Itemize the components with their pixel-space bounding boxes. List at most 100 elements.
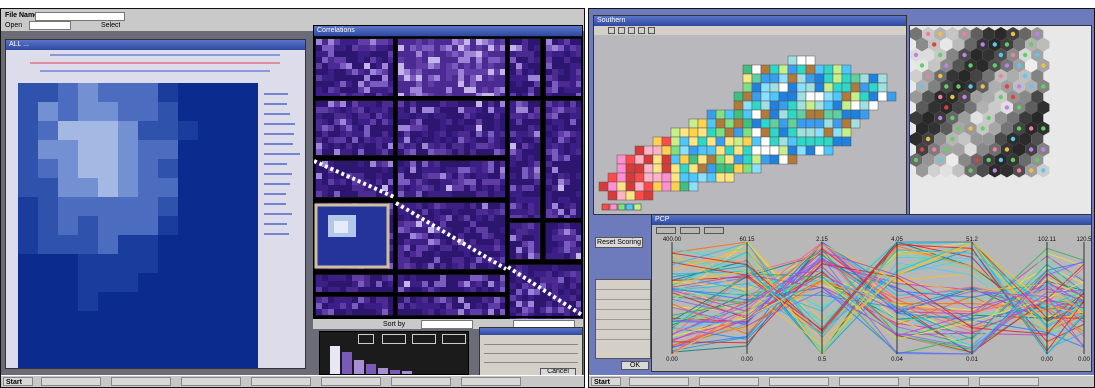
row-label-bar[interactable] [264,193,287,195]
matrix-cell [404,113,410,119]
matrix-cell [476,75,482,81]
pcp-tool-button[interactable] [680,227,700,234]
row-label-bar[interactable] [264,183,291,185]
matrix-cell [428,87,434,93]
list-ok-button[interactable]: OK [621,361,649,370]
pcp-tool-button[interactable] [704,227,724,234]
matrix-cell [494,309,500,315]
matrix-cell [528,223,534,229]
histogram-toggle-d[interactable] [442,334,466,344]
matrix-cell [316,185,322,191]
taskbar-item[interactable] [699,377,759,386]
choropleth-map[interactable] [594,36,906,214]
matrix-cell [352,81,358,87]
row-label-bar[interactable] [264,93,289,95]
heatmap-cell [198,83,218,102]
list-item[interactable] [596,290,650,300]
row-label-bar[interactable] [264,133,294,135]
taskbar-item[interactable] [839,377,899,386]
taskbar-item[interactable] [41,377,101,386]
dialog-option[interactable] [484,347,578,354]
histogram-toggle-a[interactable] [358,334,374,344]
taskbar-item[interactable] [909,377,969,386]
row-label-bar[interactable] [264,173,292,175]
row-label-bar[interactable] [264,233,290,235]
matrix-cell [528,301,534,307]
open-dropdown[interactable] [29,21,71,30]
start-button[interactable]: Start [591,377,621,386]
dialog-option[interactable] [484,338,578,345]
reset-scoring-button[interactable]: Reset Scoring [595,237,643,248]
row-label-bar[interactable] [264,213,292,215]
taskbar-item[interactable] [979,377,1039,386]
matrix-cell [388,101,394,107]
matrix-cell [576,107,582,113]
taskbar-item[interactable] [251,377,311,386]
map-region [679,163,690,174]
matrix-cell [522,137,528,143]
taskbar-item[interactable] [629,377,689,386]
histogram-toggle-c[interactable] [412,334,436,344]
matrix-cell [500,203,506,209]
file-name-field[interactable] [35,12,125,21]
row-label-bar[interactable] [264,203,287,205]
matrix-cell [558,149,564,155]
row-label-bar[interactable] [264,153,300,155]
dialog-option[interactable] [484,356,578,363]
tool-icon[interactable] [648,27,655,34]
list-item[interactable] [596,310,650,320]
row-label-bar[interactable] [264,143,293,145]
tool-icon[interactable] [618,27,625,34]
list-item[interactable] [596,280,650,290]
row-label-bar[interactable] [264,123,296,125]
heatmap[interactable] [18,83,258,368]
map-region [715,145,726,156]
histogram-toggle-b[interactable] [382,334,406,344]
som-hexagon-map[interactable] [910,26,1091,214]
pcp-tool-button[interactable] [656,227,676,234]
parallel-coordinates-plot[interactable]: 400.000.0060.150.002.150.54.050.0451.20.… [652,236,1091,372]
select-menu[interactable]: Select [101,22,121,29]
matrix-cell [364,119,370,125]
tool-icon[interactable] [628,27,635,34]
matrix-cell [364,69,370,75]
taskbar-item[interactable] [461,377,521,386]
heatmap-cell [38,292,58,311]
variable-list[interactable] [595,279,651,359]
tool-icon[interactable] [638,27,645,34]
taskbar-item[interactable] [321,377,381,386]
row-label-bar[interactable] [264,223,288,225]
matrix-cell [398,215,404,221]
open-menu[interactable]: Open [5,22,23,29]
taskbar-item[interactable] [769,377,829,386]
list-item[interactable] [596,330,650,340]
taskbar-item[interactable] [391,377,451,386]
sort-dropdown[interactable] [421,320,473,329]
list-item[interactable] [596,300,650,310]
taskbar-item[interactable] [111,377,171,386]
matrix-cell [382,45,388,51]
row-label-bar[interactable] [264,103,288,105]
row-label-bar[interactable] [264,113,290,115]
matrix-cell [352,309,358,315]
list-item[interactable] [596,320,650,330]
file-menu[interactable]: File Name [5,12,39,19]
tool-icon[interactable] [608,27,615,34]
matrix-cell [458,281,464,287]
matrix-cell [328,101,334,107]
taskbar-item[interactable] [181,377,241,386]
matrix-cell [528,235,534,241]
matrix-cell [488,203,494,209]
row-label-bar[interactable] [264,163,288,165]
matrix-cell [358,185,364,191]
matrix-cell [470,113,476,119]
matrix-cell [470,149,476,155]
matrix-cell [328,297,334,303]
start-button[interactable]: Start [3,377,33,386]
matrix-cell [376,113,382,119]
matrix-cell [558,185,564,191]
matrix-cell [576,125,582,131]
correlation-matrix[interactable] [314,37,582,319]
matrix-cell [528,271,534,277]
matrix-cell [458,173,464,179]
